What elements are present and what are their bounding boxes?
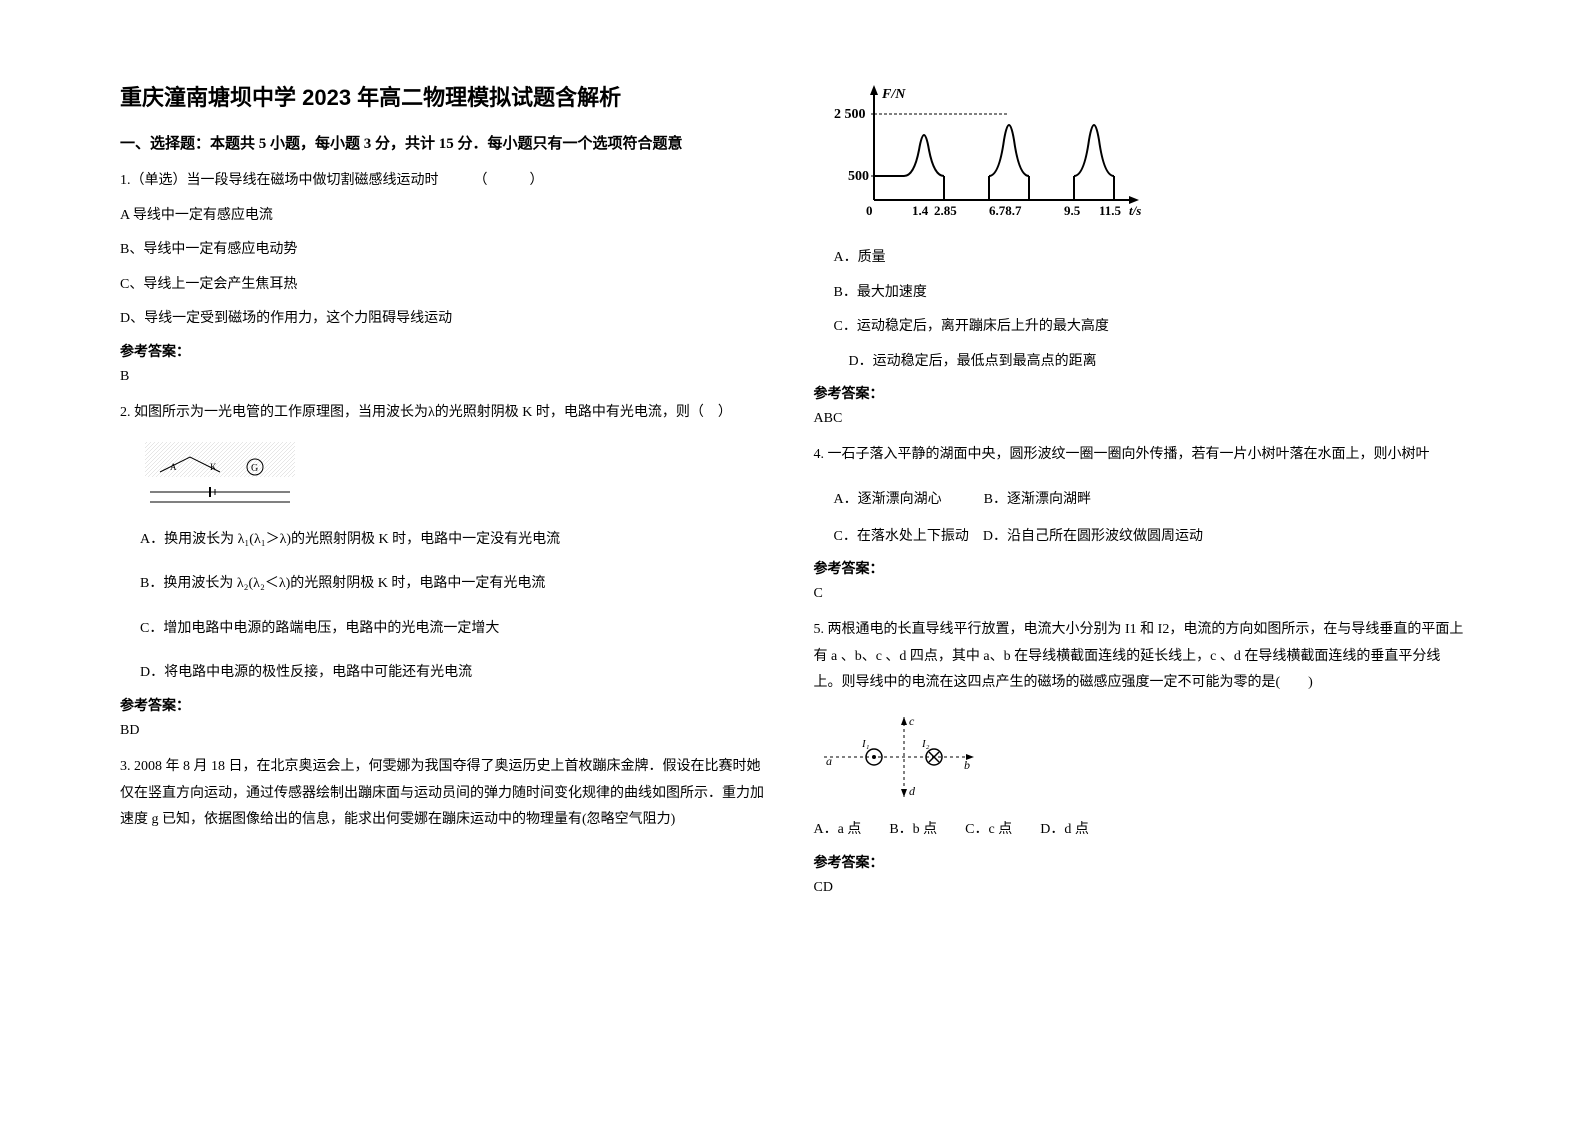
q2-answer: BD — [120, 723, 774, 739]
q1-option-d: D、导线一定受到磁场的作用力，这个力阻碍导线运动 — [120, 306, 774, 333]
q5-answer-label: 参考答案： — [814, 852, 1468, 872]
svg-text:K: K — [210, 462, 217, 472]
q1-option-a: A 导线中一定有感应电流 — [120, 203, 774, 230]
q5-stem: 5. 两根通电的长直导线平行放置，电流大小分别为 I1 和 I2，电流的方向如图… — [814, 617, 1468, 697]
q2-option-a: A．换用波长为 λ₁(λ₁＞λ)的光照射阴极 K 时，电路中一定没有光电流 — [120, 527, 774, 554]
wire-diagram: a b c d I₁ I₂ — [814, 707, 994, 807]
q5-option-c: C．c 点 — [965, 822, 1012, 837]
q3-option-b: B．最大加速度 — [814, 280, 1468, 307]
graph-y-label: F/N — [881, 87, 906, 102]
svg-text:I₁: I₁ — [861, 738, 870, 750]
q3-stem: 3. 2008 年 8 月 18 日，在北京奥运会上，何雯娜为我国夺得了奥运历史… — [120, 754, 774, 834]
q1-option-b: B、导线中一定有感应电动势 — [120, 237, 774, 264]
svg-text:11.5: 11.5 — [1099, 203, 1122, 218]
q4-option-b: B．逐渐漂向湖畔 — [984, 492, 1091, 507]
q3-option-d: D．运动稳定后，最低点到最高点的距离 — [814, 349, 1468, 376]
svg-text:a: a — [826, 754, 832, 768]
svg-text:1.4: 1.4 — [912, 203, 929, 218]
q5-option-b: B．b 点 — [889, 822, 937, 837]
left-column: 重庆潼南塘坝中学 2023 年高二物理模拟试题含解析 一、选择题：本题共 5 小… — [100, 80, 794, 1042]
force-time-graph: F/N t/s 2 500 500 0 1.4 2.85 6.78.7 9.5 … — [834, 80, 1154, 230]
q1-answer-label: 参考答案： — [120, 341, 774, 361]
q2-answer-label: 参考答案： — [120, 695, 774, 715]
q4-options-ab: A．逐渐漂向湖心 B．逐渐漂向湖畔 — [814, 487, 1468, 514]
q2-option-c: C．增加电路中电源的路端电压，电路中的光电流一定增大 — [120, 616, 774, 643]
q4-option-a: A．逐渐漂向湖心 — [834, 492, 942, 507]
svg-text:I₂: I₂ — [921, 738, 930, 750]
q5-answer: CD — [814, 880, 1468, 896]
q3-option-a: A．质量 — [814, 245, 1468, 272]
q4-answer: C — [814, 586, 1468, 602]
svg-text:6.78.7: 6.78.7 — [989, 203, 1022, 218]
svg-text:G: G — [251, 463, 258, 474]
q1-answer: B — [120, 369, 774, 385]
q4-stem: 4. 一石子落入平静的湖面中央，圆形波纹一圈一圈向外传播，若有一片小树叶落在水面… — [814, 442, 1468, 469]
q1-option-c: C、导线上一定会产生焦耳热 — [120, 272, 774, 299]
q4-options-cd: C．在落水处上下振动 D．沿自己所在圆形波纹做圆周运动 — [814, 524, 1468, 551]
graph-ymax: 2 500 — [834, 107, 866, 122]
circuit-diagram: A K G — [140, 437, 300, 517]
svg-text:d: d — [909, 784, 916, 798]
graph-x-label: t/s — [1129, 203, 1141, 218]
q3-answer: ABC — [814, 411, 1468, 427]
svg-text:0: 0 — [866, 203, 873, 218]
q2-option-d: D．将电路中电源的极性反接，电路中可能还有光电流 — [120, 660, 774, 687]
svg-text:9.5: 9.5 — [1064, 203, 1081, 218]
svg-text:A: A — [170, 462, 177, 472]
svg-text:c: c — [909, 714, 915, 728]
q4-answer-label: 参考答案： — [814, 558, 1468, 578]
q2-stem: 2. 如图所示为一光电管的工作原理图，当用波长为λ的光照射阴极 K 时，电路中有… — [120, 400, 774, 427]
q3-answer-label: 参考答案： — [814, 383, 1468, 403]
q4-option-d: D．沿自己所在圆形波纹做圆周运动 — [983, 529, 1203, 544]
q5-option-a: A．a 点 — [814, 822, 862, 837]
right-column: F/N t/s 2 500 500 0 1.4 2.85 6.78.7 9.5 … — [794, 80, 1488, 1042]
q5-option-d: D．d 点 — [1040, 822, 1089, 837]
svg-text:b: b — [964, 758, 970, 772]
q4-option-c: C．在落水处上下振动 — [834, 529, 969, 544]
graph-ymid: 500 — [848, 169, 869, 184]
document-title: 重庆潼南塘坝中学 2023 年高二物理模拟试题含解析 — [120, 80, 774, 112]
q3-option-c: C．运动稳定后，离开蹦床后上升的最大高度 — [814, 314, 1468, 341]
q5-options: A．a 点 B．b 点 C．c 点 D．d 点 — [814, 817, 1468, 844]
section-heading: 一、选择题：本题共 5 小题，每小题 3 分，共计 15 分．每小题只有一个选项… — [120, 132, 774, 153]
q1-stem: 1.（单选）当一段导线在磁场中做切割磁感线运动时 （ ） — [120, 168, 774, 195]
svg-text:2.85: 2.85 — [934, 203, 957, 218]
q2-option-b: B．换用波长为 λ₂(λ₂＜λ)的光照射阴极 K 时，电路中一定有光电流 — [120, 571, 774, 598]
